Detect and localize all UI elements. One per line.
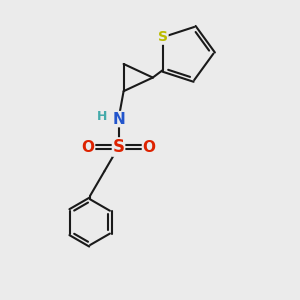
Text: N: N [112, 112, 125, 127]
Text: O: O [82, 140, 94, 154]
Text: H: H [97, 110, 107, 123]
Text: S: S [112, 138, 124, 156]
Text: S: S [158, 30, 168, 44]
Text: O: O [142, 140, 155, 154]
